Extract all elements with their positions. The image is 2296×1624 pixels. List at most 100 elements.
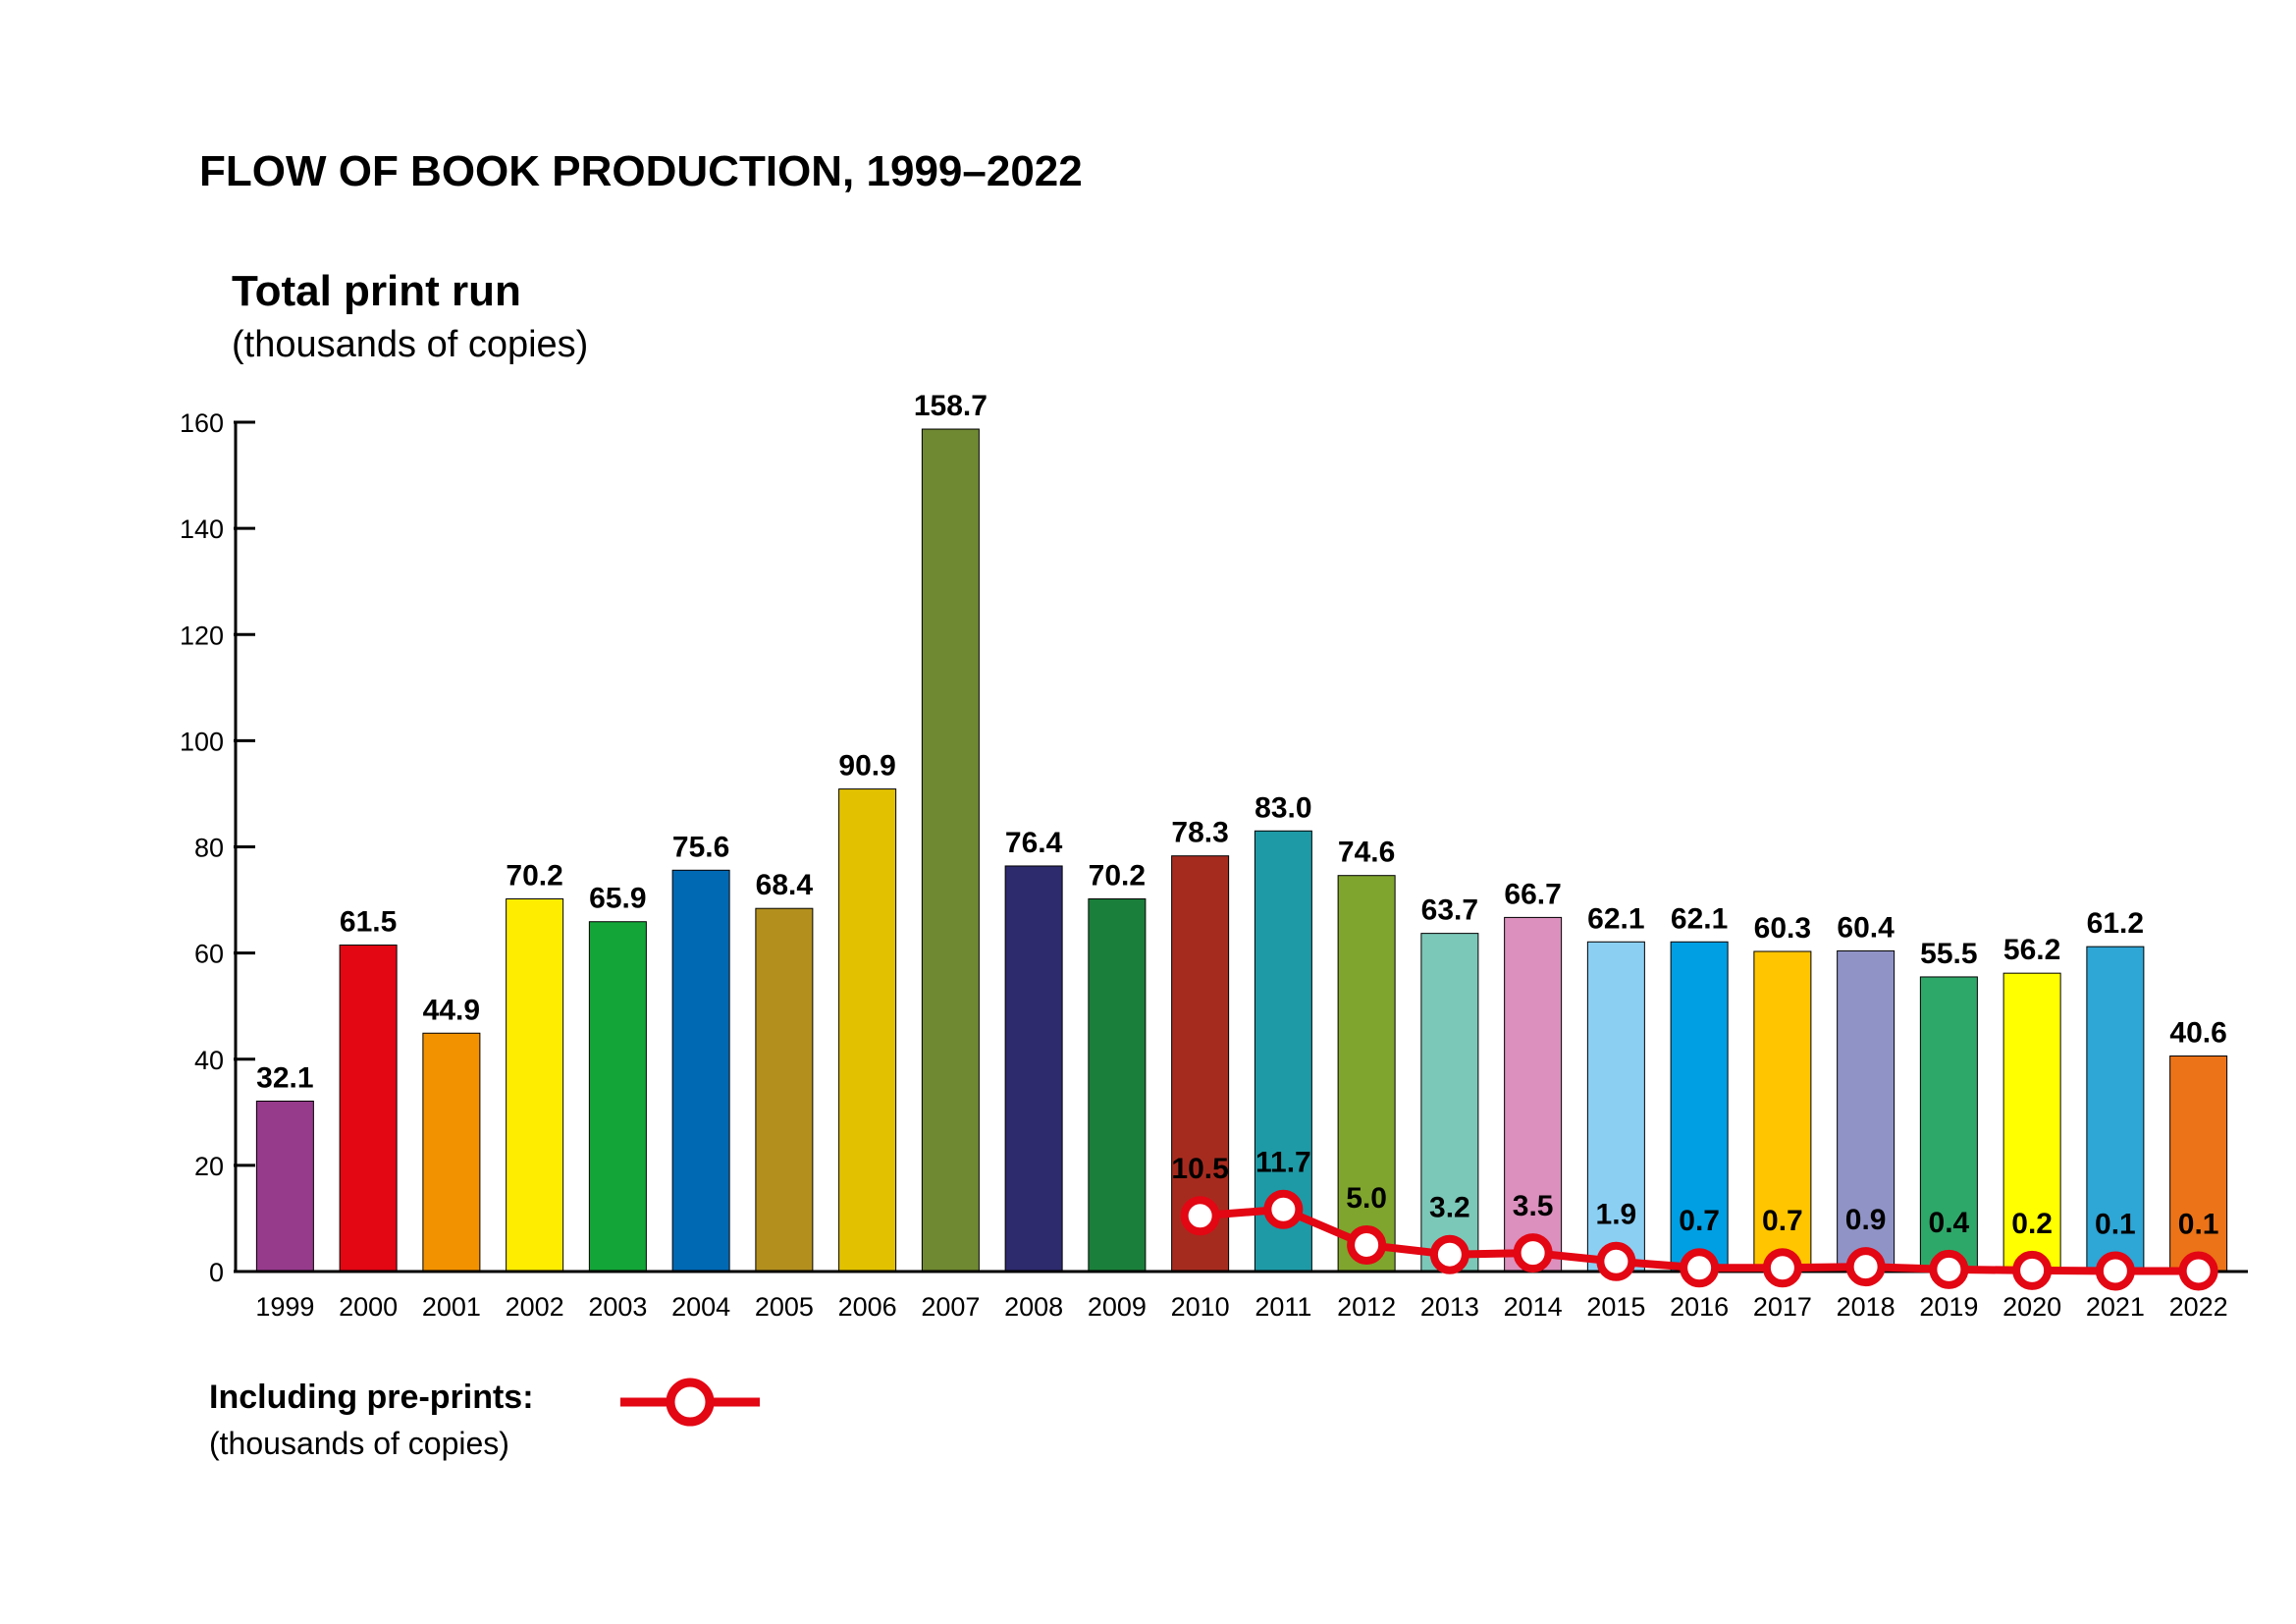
x-tick-label-2018: 2018 — [1837, 1292, 1896, 1322]
x-tick-label-2009: 2009 — [1088, 1292, 1147, 1322]
bar-line-chart: 0 20 40 60 80 100 120 140 160 32.1 61.5 44.9 70.2 65.… — [180, 390, 2248, 1322]
y-axis-title: Total print run — [232, 267, 521, 315]
bar-value-label-2017: 60.3 — [1754, 912, 1811, 945]
legend-series-label: Including pre-prints: — [209, 1379, 534, 1416]
legend-series-unit: (thousands of copies) — [209, 1426, 509, 1461]
bar-value-label-2008: 76.4 — [1005, 827, 1063, 859]
x-tick-label-2001: 2001 — [422, 1292, 481, 1322]
bar-value-label-1999: 32.1 — [256, 1061, 313, 1094]
pre-prints-value-label-2015: 1.9 — [1596, 1199, 1637, 1231]
pre-prints-value-label-2019: 0.4 — [1929, 1207, 1970, 1239]
y-axis-unit: (thousands of copies) — [232, 324, 589, 365]
y-tick-label-20: 20 — [194, 1152, 224, 1181]
pre-prints-value-label-2012: 5.0 — [1346, 1182, 1387, 1215]
chart-title: FLOW OF BOOK PRODUCTION, 1999–2022 — [199, 147, 1083, 195]
legend-circle-marker — [666, 1378, 715, 1427]
x-tick-label-2017: 2017 — [1753, 1292, 1812, 1322]
bar-value-label-2013: 63.7 — [1421, 894, 1478, 927]
pre-prints-marker-2011 — [1263, 1189, 1304, 1229]
bar-2005 — [755, 907, 814, 1272]
bar-value-label-2014: 66.7 — [1504, 878, 1561, 910]
bar-2021 — [2086, 946, 2145, 1272]
pre-prints-marker-2016 — [1680, 1248, 1720, 1288]
x-tick-label-2006: 2006 — [838, 1292, 897, 1322]
pre-prints-marker-2020 — [2012, 1250, 2053, 1290]
bar-2014 — [1504, 916, 1563, 1272]
x-tick-label-2016: 2016 — [1670, 1292, 1729, 1322]
pre-prints-marker-2012 — [1347, 1224, 1387, 1265]
x-tick-label-1999: 1999 — [255, 1292, 314, 1322]
bar-2019 — [1919, 976, 1978, 1272]
bar-2001 — [422, 1032, 481, 1272]
legend-line-marker — [620, 1378, 760, 1427]
pre-prints-marker-2022 — [2178, 1251, 2218, 1291]
bar-2009 — [1088, 897, 1147, 1272]
pre-prints-value-label-2018: 0.9 — [1845, 1204, 1887, 1236]
x-tick-label-2021: 2021 — [2086, 1292, 2145, 1322]
pre-prints-value-label-2011: 11.7 — [1255, 1147, 1311, 1179]
x-tick-label-2008: 2008 — [1004, 1292, 1063, 1322]
pre-prints-marker-2021 — [2095, 1251, 2135, 1291]
pre-prints-marker-2010 — [1180, 1196, 1220, 1236]
pre-prints-value-label-2016: 0.7 — [1679, 1205, 1720, 1237]
y-tick-label-100: 100 — [180, 727, 224, 756]
pre-prints-value-label-2020: 0.2 — [2011, 1208, 2053, 1240]
bar-value-label-2012: 74.6 — [1338, 837, 1395, 869]
bar-value-label-2003: 65.9 — [589, 883, 646, 915]
x-tick-label-2005: 2005 — [755, 1292, 814, 1322]
x-tick-label-2003: 2003 — [588, 1292, 647, 1322]
x-tick-label-2010: 2010 — [1171, 1292, 1230, 1322]
pre-prints-marker-2018 — [1845, 1247, 1886, 1287]
x-tick-label-2004: 2004 — [671, 1292, 730, 1322]
bar-2016 — [1670, 941, 1729, 1272]
bar-value-label-2000: 61.5 — [340, 906, 397, 939]
x-tick-label-2015: 2015 — [1586, 1292, 1645, 1322]
pre-prints-value-label-2013: 3.2 — [1429, 1192, 1470, 1224]
pre-prints-marker-2013 — [1429, 1234, 1469, 1274]
x-tick-label-2011: 2011 — [1255, 1292, 1311, 1322]
x-tick-label-2002: 2002 — [506, 1292, 564, 1322]
pre-prints-marker-2015 — [1596, 1241, 1636, 1281]
bar-1999 — [255, 1100, 314, 1272]
x-tick-label-2012: 2012 — [1337, 1292, 1396, 1322]
pre-prints-marker-2019 — [1929, 1249, 1969, 1289]
bar-value-label-2009: 70.2 — [1089, 859, 1146, 892]
bar-2022 — [2169, 1056, 2228, 1272]
x-tick-label-2022: 2022 — [2169, 1292, 2228, 1322]
bar-value-label-2004: 75.6 — [672, 831, 729, 863]
bar-value-label-2006: 90.9 — [838, 750, 895, 783]
bar-value-label-2002: 70.2 — [506, 859, 562, 892]
bar-value-label-2016: 62.1 — [1671, 902, 1728, 935]
bar-2020 — [2002, 972, 2061, 1272]
x-tick-label-2013: 2013 — [1420, 1292, 1479, 1322]
y-tick-label-60: 60 — [194, 940, 224, 969]
bar-value-label-2015: 62.1 — [1587, 902, 1644, 935]
bar-2003 — [588, 921, 647, 1272]
bar-value-label-2007: 158.7 — [914, 390, 988, 422]
pre-prints-value-label-2017: 0.7 — [1762, 1205, 1803, 1237]
pre-prints-value-label-2022: 0.1 — [2178, 1208, 2219, 1240]
x-tick-label-2014: 2014 — [1504, 1292, 1563, 1322]
bar-2012 — [1337, 875, 1396, 1272]
y-tick-label-120: 120 — [180, 621, 224, 650]
bar-value-label-2010: 78.3 — [1171, 817, 1228, 849]
bar-value-label-2018: 60.4 — [1837, 911, 1895, 944]
bar-2018 — [1837, 949, 1896, 1272]
x-tick-label-2019: 2019 — [1919, 1292, 1978, 1322]
pre-prints-value-label-2014: 3.5 — [1513, 1190, 1554, 1222]
bar-2002 — [506, 897, 564, 1272]
bar-2006 — [838, 788, 897, 1272]
bar-value-label-2022: 40.6 — [2169, 1017, 2226, 1050]
bar-2000 — [339, 945, 398, 1272]
bar-2013 — [1420, 933, 1479, 1272]
bar-value-label-2011: 83.0 — [1255, 791, 1311, 824]
y-tick-label-40: 40 — [194, 1046, 224, 1075]
bar-2008 — [1004, 865, 1063, 1272]
y-tick-label-0: 0 — [209, 1258, 224, 1287]
bar-value-label-2019: 55.5 — [1920, 938, 1977, 970]
bar-value-label-2005: 68.4 — [756, 869, 814, 901]
pre-prints-marker-2017 — [1762, 1248, 1802, 1288]
pre-prints-value-label-2010: 10.5 — [1171, 1153, 1228, 1185]
y-tick-label-160: 160 — [180, 408, 224, 438]
y-tick-label-140: 140 — [180, 514, 224, 544]
